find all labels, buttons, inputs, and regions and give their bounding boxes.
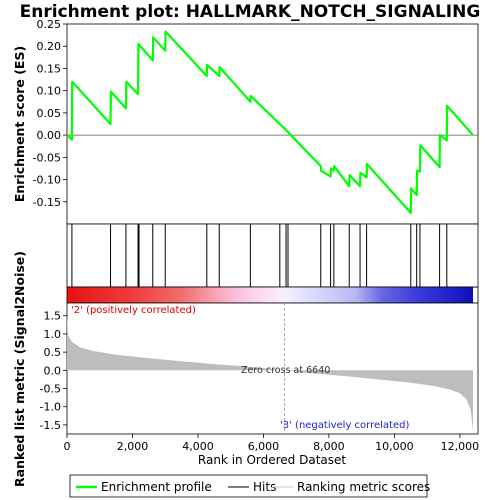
es-panel-frame [66,23,479,225]
es-y-tick-label: -0.15 [33,196,61,209]
x-tick-label: 6,000 [248,440,280,453]
legend-frame [69,474,428,498]
metric-y-tick-label: -0.5 [40,383,61,396]
x-tick-label: 0 [64,440,71,453]
es-y-tick-label: 0.15 [37,62,62,75]
metric-y-tick-label: -1.0 [40,401,61,414]
x-tick-label: 8,000 [313,440,345,453]
enrichment-profile-line [66,30,474,214]
metric-panel: 1.5 1.0 0.5 0.0 -0.5 -1.0 -1.5 '2' (positively… [12,251,479,487]
es-y-ticks: 0.25 0.20 0.15 0.10 0.05 0.00 -0.05 -0.10 -0.15 [33,18,67,209]
x-tick-label: 12,000 [441,440,480,453]
hits-panel [66,223,479,288]
es-y-tick-label: 0.20 [37,40,62,53]
ranking-colorbar [66,286,479,304]
es-y-tick-label: 0.05 [37,107,62,120]
zero-cross-label: Zero cross at 6640 [241,365,330,376]
es-y-tick-label: 0.10 [37,85,62,98]
x-tick-label: 2,000 [117,440,149,453]
es-y-tick-label: 0.00 [37,129,62,142]
es-y-tick-label: -0.05 [33,151,61,164]
metric-y-tick-label: 1.5 [44,310,62,323]
x-axis-ticks: 0 2,000 4,000 6,000 8,000 10,000 12,000 [64,434,480,453]
hits-panel-frame [66,223,479,288]
x-tick-label: 4,000 [182,440,214,453]
chart-title: Enrichment plot: HALLMARK_NOTCH_SIGNALIN… [20,2,481,22]
metric-y-tick-label: -1.5 [40,419,61,432]
x-axis-label: Rank in Ordered Dataset [198,453,346,467]
es-y-tick-label: 0.25 [37,18,62,31]
positive-correlation-label: '2' (positively correlated) [71,305,196,316]
es-panel: 0.250.200.150.100.050.00-0.05-0.10-0.15 … [12,18,479,225]
hit-markers [71,224,448,287]
metric-y-tick-label: 0.0 [44,364,62,377]
legend-hits-label: Hits [253,480,276,494]
ranking-metric-area [67,315,473,431]
metric-y-axis-label: Ranked list metric (Signal2Noise) [12,251,27,487]
x-tick-label: 10,000 [375,440,414,453]
legend-enrichment-label: Enrichment profile [101,480,212,494]
metric-y-tick-label: 1.0 [44,328,62,341]
es-y-tick-label: -0.10 [33,174,61,187]
metric-y-tick-label: 0.5 [44,346,62,359]
colorbar-strip [67,287,473,303]
metric-y-ticks: 1.5 1.0 0.5 0.0 -0.5 -1.0 -1.5 [40,310,67,432]
legend: Enrichment profile Hits Ranking metric s… [69,474,430,498]
es-y-axis-label: Enrichment score (ES) [12,46,27,202]
legend-metric-label: Ranking metric scores [297,480,430,494]
negative-correlation-label: '3' (negatively correlated) [280,420,409,431]
